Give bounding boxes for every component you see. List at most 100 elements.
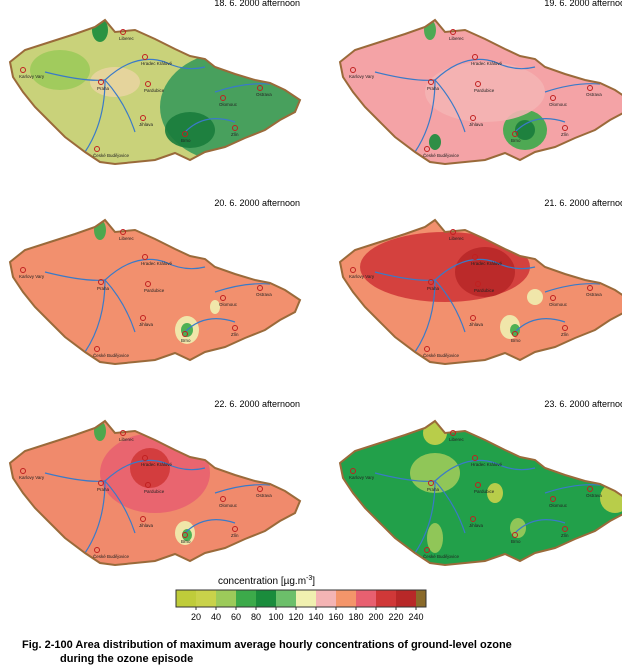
city-label: Zlín	[561, 332, 569, 337]
river	[84, 79, 106, 153]
city-marker	[120, 430, 126, 436]
city-marker	[428, 279, 434, 285]
concentration-area	[30, 50, 90, 90]
river	[414, 79, 436, 153]
river	[84, 279, 106, 353]
city-label: České Budějovice	[423, 553, 460, 559]
concentration-area	[600, 483, 622, 513]
river	[104, 258, 206, 281]
city-marker	[512, 131, 518, 137]
panel-title: 22. 6. 2000 afternoon	[214, 399, 300, 409]
river	[544, 283, 601, 293]
city-label: Liberec	[119, 236, 135, 241]
legend-swatch	[316, 590, 336, 607]
city-marker	[120, 229, 126, 235]
city-marker	[428, 79, 434, 85]
city-label: Zlín	[231, 533, 239, 538]
panel-title: 19. 6. 2000 afternoon	[544, 0, 622, 8]
river	[544, 484, 601, 494]
legend-swatch	[356, 590, 376, 607]
city-marker	[120, 29, 126, 35]
city-label: Pardubice	[144, 88, 165, 93]
city-marker	[475, 482, 481, 488]
city-label: Ostrava	[586, 292, 602, 297]
city-marker	[350, 67, 356, 73]
city-marker	[142, 54, 148, 60]
city-label: České Budějovice	[423, 152, 460, 158]
river	[214, 83, 271, 93]
river	[184, 118, 236, 133]
city-marker	[428, 480, 434, 486]
city-label: Olomouc	[549, 503, 568, 508]
city-label: Pardubice	[474, 88, 495, 93]
city-marker	[140, 516, 146, 522]
city-marker	[220, 95, 226, 101]
city-marker	[257, 285, 263, 291]
city-marker	[512, 532, 518, 538]
city-marker	[232, 526, 238, 532]
city-marker	[472, 455, 478, 461]
panel-title: 21. 6. 2000 afternoon	[544, 198, 622, 208]
city-marker	[257, 486, 263, 492]
legend-swatch	[416, 590, 426, 607]
city-label: Jihlava	[139, 322, 154, 327]
city-marker	[450, 430, 456, 436]
city-label: Brno	[181, 539, 191, 544]
city-label: Hradec Králové	[471, 61, 503, 66]
city-label: Praha	[97, 487, 110, 492]
city-label: Praha	[427, 487, 440, 492]
city-marker	[94, 547, 100, 553]
city-marker	[512, 331, 518, 337]
city-marker	[220, 295, 226, 301]
legend-swatch	[396, 590, 416, 607]
city-marker	[550, 496, 556, 502]
legend-tick-label: 100	[268, 612, 283, 622]
city-marker	[424, 547, 430, 553]
river	[434, 258, 536, 281]
river	[184, 519, 236, 534]
city-marker	[475, 81, 481, 87]
city-label: Brno	[181, 138, 191, 143]
city-marker	[182, 331, 188, 337]
panel-title: 20. 6. 2000 afternoon	[214, 198, 300, 208]
city-label: Karlovy Vary	[349, 74, 375, 79]
legend-tick-label: 60	[231, 612, 241, 622]
legend-tick-label: 160	[328, 612, 343, 622]
city-marker	[98, 79, 104, 85]
city-marker	[182, 532, 188, 538]
city-label: Brno	[181, 338, 191, 343]
city-marker	[142, 455, 148, 461]
city-marker	[470, 516, 476, 522]
city-label: Hradec Králové	[141, 462, 173, 467]
river	[544, 83, 601, 93]
city-marker	[450, 29, 456, 35]
city-marker	[220, 496, 226, 502]
river	[184, 318, 236, 333]
city-label: Karlovy Vary	[349, 274, 375, 279]
city-marker	[562, 125, 568, 131]
river	[414, 279, 436, 353]
city-label: Zlín	[231, 332, 239, 337]
city-marker	[562, 325, 568, 331]
city-label: Karlovy Vary	[19, 74, 45, 79]
city-label: Olomouc	[549, 302, 568, 307]
city-label: Liberec	[119, 36, 135, 41]
legend-swatch	[236, 590, 256, 607]
city-label: Praha	[427, 86, 440, 91]
city-marker	[145, 81, 151, 87]
legend-title: concentration [µg.m-3]	[218, 575, 315, 587]
city-label: Jihlava	[139, 523, 154, 528]
city-marker	[424, 146, 430, 152]
city-marker	[472, 54, 478, 60]
city-label: Praha	[427, 286, 440, 291]
city-label: Praha	[97, 286, 110, 291]
concentration-area	[455, 247, 515, 297]
city-marker	[470, 315, 476, 321]
concentration-area	[515, 120, 535, 140]
city-marker	[424, 346, 430, 352]
border	[8, 18, 302, 166]
city-label: České Budějovice	[93, 152, 130, 158]
city-marker	[475, 281, 481, 287]
map-panel: 19. 6. 2000 afternoon Liberec Hradec Králo…	[338, 0, 622, 166]
city-label: Ostrava	[256, 292, 272, 297]
